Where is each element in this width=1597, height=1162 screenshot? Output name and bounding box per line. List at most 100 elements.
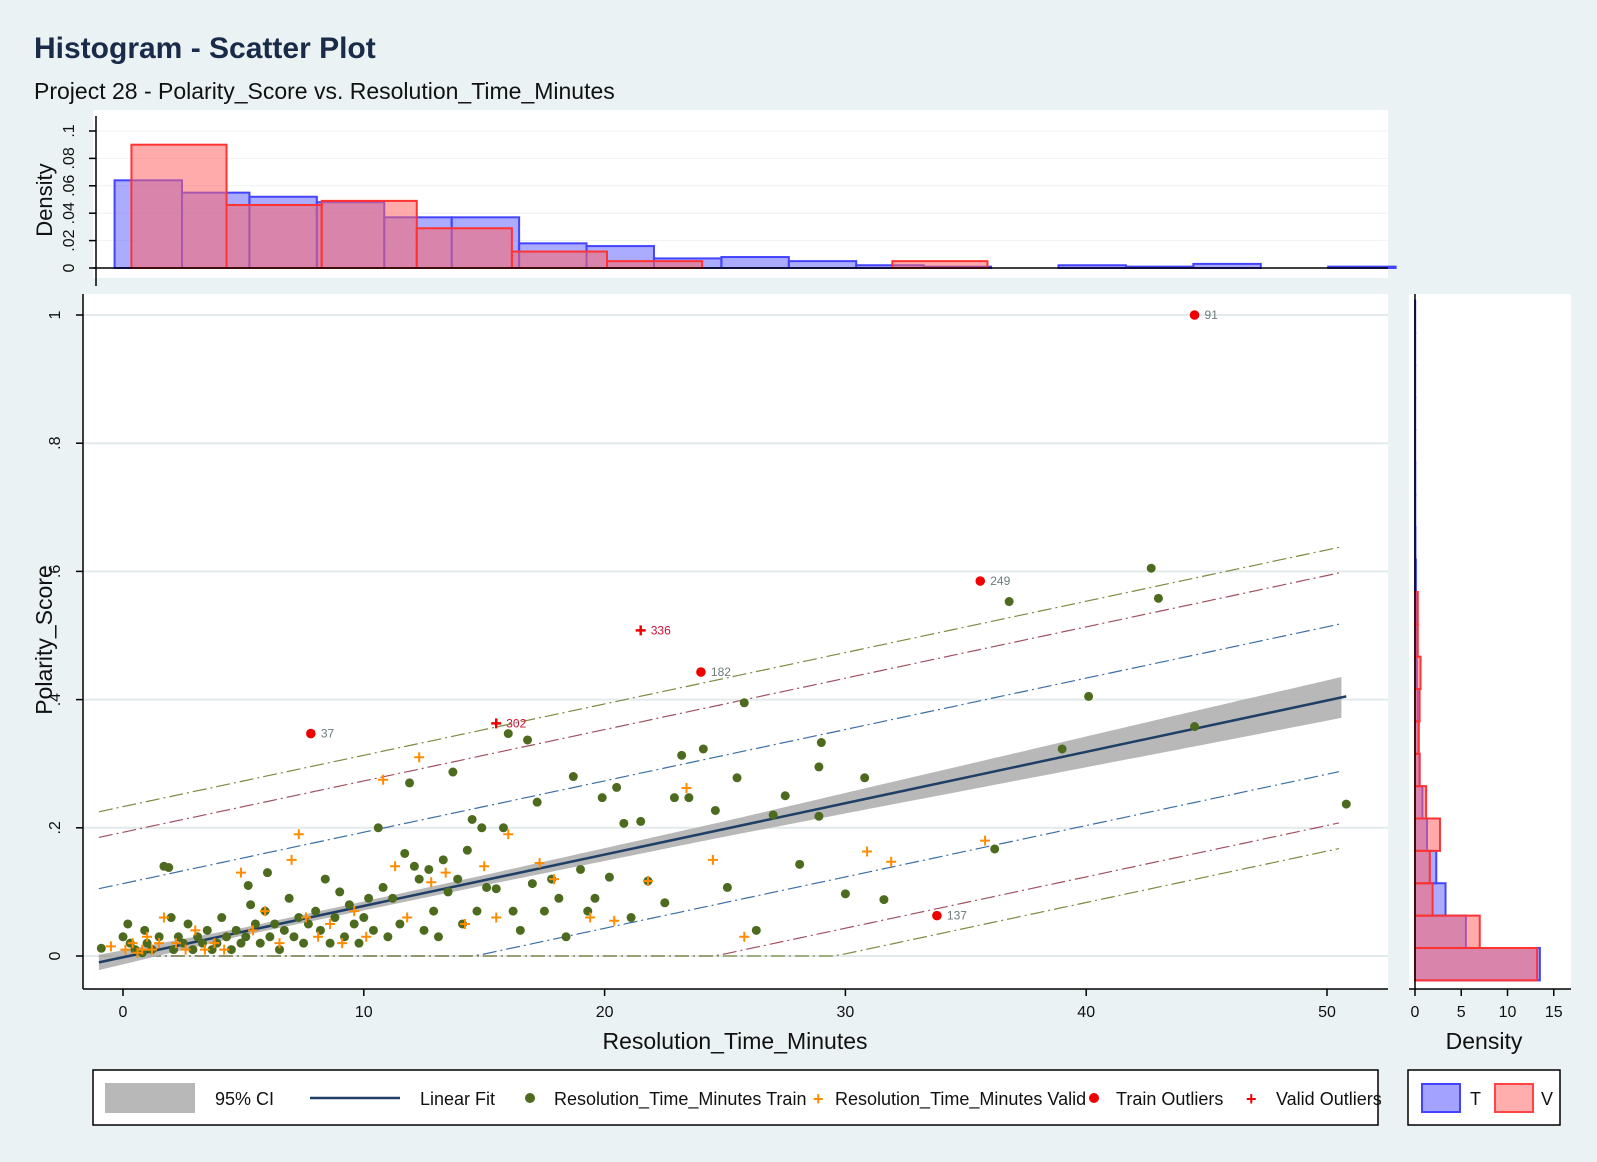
top-ytick-label: .1 xyxy=(61,124,78,137)
train-point xyxy=(532,797,542,807)
train-point xyxy=(400,848,410,858)
train-outlier-label: 137 xyxy=(947,909,967,923)
valid-point xyxy=(378,774,389,785)
top-histogram-bars xyxy=(113,143,1397,270)
legend-box xyxy=(92,1069,1379,1126)
train-point xyxy=(275,945,285,955)
train-point xyxy=(879,895,889,905)
train-point xyxy=(539,906,549,916)
legend-ci-swatch xyxy=(105,1083,195,1113)
valid-point xyxy=(707,854,718,865)
train-point xyxy=(626,913,636,923)
side-histogram-xlabel: Density xyxy=(1446,1028,1523,1054)
train-point xyxy=(202,925,212,935)
train-point xyxy=(359,913,369,923)
train-point xyxy=(405,778,415,788)
train-point xyxy=(395,919,405,929)
valid-point xyxy=(209,938,220,949)
hist-legend-t-label: T xyxy=(1470,1089,1481,1109)
legend-ci-label: 95% CI xyxy=(215,1089,274,1109)
x-tick-label: 0 xyxy=(119,1004,128,1021)
side-histogram-axis: 0 5 10 15 xyxy=(1409,294,1571,1021)
valid-point xyxy=(426,877,437,888)
train-point xyxy=(344,900,354,910)
train-point xyxy=(660,898,670,908)
valid-point xyxy=(337,938,348,949)
valid-point xyxy=(862,846,873,857)
prediction-band-line xyxy=(98,623,1340,890)
train-point xyxy=(419,925,429,935)
train-point xyxy=(433,932,443,942)
train-point xyxy=(1190,722,1200,732)
train-point xyxy=(279,925,289,935)
train-point xyxy=(612,782,622,792)
train-outlier-point xyxy=(932,910,942,921)
valid-point xyxy=(440,867,451,878)
valid-point xyxy=(180,944,191,955)
train-point xyxy=(255,938,265,948)
valid-point xyxy=(146,944,157,955)
train-point xyxy=(96,943,106,953)
valid-hist-bar xyxy=(891,260,989,269)
train-point xyxy=(677,750,687,760)
valid-side-hist-bar xyxy=(1414,849,1431,885)
train-point xyxy=(619,818,629,828)
valid-point xyxy=(154,938,165,949)
train-point xyxy=(349,919,359,929)
scatter-axes: 0 10 20 30 40 50 0 .2 .4 .6 .8 1 xyxy=(47,294,1388,1021)
train-point xyxy=(684,793,694,803)
train-point xyxy=(739,698,749,708)
valid-side-hist-bar xyxy=(1414,655,1422,691)
train-point xyxy=(118,932,128,942)
valid-point xyxy=(293,829,304,840)
valid-point xyxy=(349,906,360,917)
train-point xyxy=(1084,691,1094,701)
train-outlier-label: 91 xyxy=(1205,308,1219,322)
valid-point xyxy=(491,912,502,923)
valid-point xyxy=(739,931,750,942)
legend-train-outlier-label: Train Outliers xyxy=(1116,1089,1223,1109)
train-outlier-point xyxy=(306,728,316,739)
train-point xyxy=(164,863,174,873)
train-point xyxy=(768,810,778,820)
y-tick-label: .2 xyxy=(47,821,64,834)
train-outlier-label: 37 xyxy=(321,727,335,741)
y-tick-label: .6 xyxy=(47,565,64,578)
train-point xyxy=(527,879,537,889)
valid-point xyxy=(402,912,413,923)
train-point xyxy=(330,913,340,923)
train-point xyxy=(320,874,330,884)
chart-title: Histogram - Scatter Plot xyxy=(34,32,376,65)
train-point xyxy=(409,861,419,871)
hist-legend-t-swatch xyxy=(1421,1083,1461,1113)
train-hist-bar xyxy=(787,260,858,269)
valid-outlier-point xyxy=(491,718,502,729)
valid-hist-bar xyxy=(415,227,513,270)
train-point xyxy=(378,882,388,892)
hist-legend-v-swatch xyxy=(1494,1083,1534,1113)
train-point xyxy=(751,925,761,935)
train-point xyxy=(698,744,708,754)
train-point xyxy=(414,874,424,884)
side-x-tick-label: 10 xyxy=(1499,1004,1517,1021)
valid-point xyxy=(170,938,181,949)
valid-point xyxy=(609,915,620,926)
train-outlier-label: 249 xyxy=(990,574,1010,588)
valid-side-hist-bar xyxy=(1414,785,1428,820)
train-point xyxy=(222,932,232,942)
legend-valid-swatch: + xyxy=(813,1089,824,1109)
valid-point xyxy=(534,858,545,869)
side-x-tick-label: 5 xyxy=(1457,1004,1466,1021)
train-point xyxy=(710,805,720,815)
top-histogram-axis: 0 .02 .04 .06 .08 .1 xyxy=(61,116,1388,286)
legend-valid-label: Resolution_Time_Minutes Valid xyxy=(835,1089,1086,1110)
train-point xyxy=(554,893,564,903)
valid-points xyxy=(105,752,991,958)
train-point xyxy=(503,729,513,739)
valid-point xyxy=(235,867,246,878)
train-point xyxy=(226,945,236,955)
legend-valid-outlier-label: Valid Outliers xyxy=(1276,1089,1382,1109)
outlier-points: 37 182 249 91 137 302 336 xyxy=(306,308,1218,923)
valid-outlier-label: 336 xyxy=(651,623,671,637)
train-point xyxy=(1153,593,1163,603)
